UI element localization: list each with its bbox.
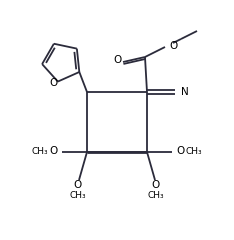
Text: N: N xyxy=(181,87,189,97)
Text: O: O xyxy=(152,180,160,190)
Text: CH₃: CH₃ xyxy=(186,146,203,156)
Text: O: O xyxy=(169,41,177,51)
Text: O: O xyxy=(176,146,184,156)
Text: CH₃: CH₃ xyxy=(70,191,86,199)
Text: O: O xyxy=(50,78,58,88)
Text: CH₃: CH₃ xyxy=(31,146,48,156)
Text: O: O xyxy=(74,180,82,190)
Text: O: O xyxy=(50,146,58,156)
Text: CH₃: CH₃ xyxy=(148,191,164,199)
Text: O: O xyxy=(114,55,122,65)
